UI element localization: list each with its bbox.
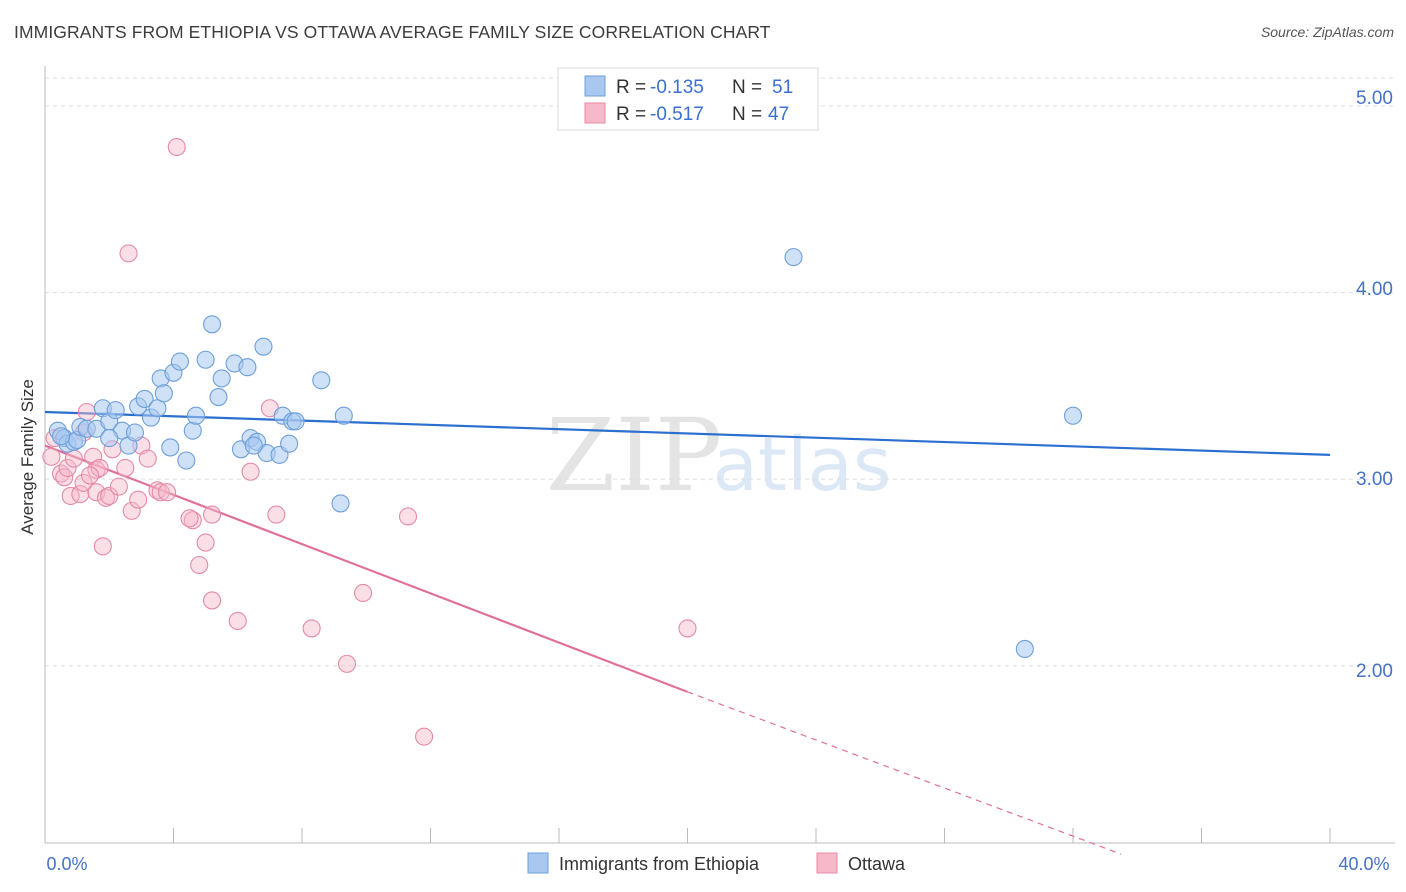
bottom-legend-label-ottawa: Ottawa bbox=[848, 854, 906, 874]
trend-line-ethiopia bbox=[44, 410, 1331, 457]
bottom-legend-swatch-ethiopia bbox=[527, 852, 549, 874]
series-legend: Immigrants from Ethiopia Ottawa bbox=[527, 852, 906, 874]
y-tick-label-3: 3.00 bbox=[1356, 469, 1393, 490]
data-point-ottawa bbox=[203, 505, 222, 524]
legend-r-value-2: -0.517 bbox=[650, 104, 704, 125]
legend-r-value-1: -0.135 bbox=[650, 77, 704, 98]
data-point-ethiopia bbox=[209, 388, 228, 407]
data-point-ethiopia bbox=[244, 436, 263, 455]
data-point-ethiopia bbox=[148, 399, 167, 418]
data-point-ottawa bbox=[203, 591, 222, 610]
data-point-ethiopia bbox=[161, 438, 180, 457]
data-point-ethiopia bbox=[286, 412, 305, 431]
data-point-ottawa bbox=[678, 619, 697, 638]
data-point-ethiopia bbox=[196, 350, 215, 369]
data-point-ottawa bbox=[74, 473, 93, 492]
data-point-ottawa bbox=[158, 483, 177, 502]
legend-n-label-2: N = bbox=[732, 104, 762, 125]
data-point-ottawa bbox=[398, 507, 418, 526]
data-point-ottawa bbox=[90, 458, 109, 478]
data-point-ottawa bbox=[122, 501, 141, 520]
data-point-ottawa bbox=[337, 654, 357, 673]
data-point-ethiopia bbox=[106, 401, 125, 420]
data-point-ethiopia bbox=[238, 358, 257, 377]
x-tick-label-start: 0.0% bbox=[46, 854, 87, 874]
data-point-ethiopia bbox=[212, 369, 231, 388]
data-point-ottawa bbox=[183, 511, 202, 530]
data-point-ethiopia bbox=[183, 421, 202, 440]
data-point-ethiopia bbox=[254, 337, 273, 356]
data-point-ethiopia bbox=[100, 429, 119, 448]
y-tick-label-5: 5.00 bbox=[1356, 88, 1393, 109]
x-tick-label-end: 40.0% bbox=[1338, 854, 1389, 874]
data-point-ethiopia bbox=[1063, 406, 1083, 425]
legend-n-label-1: N = bbox=[732, 77, 762, 98]
source-credit: Source: ZipAtlas.com bbox=[1260, 24, 1394, 40]
chart-title: IMMIGRANTS FROM ETHIOPIA VS OTTAWA AVERA… bbox=[14, 22, 771, 42]
data-point-ethiopia bbox=[280, 434, 299, 453]
data-point-ethiopia bbox=[125, 423, 144, 442]
legend-swatch-ethiopia bbox=[584, 75, 606, 97]
y-tick-label-4: 4.00 bbox=[1356, 279, 1393, 300]
data-point-ethiopia bbox=[52, 427, 71, 446]
data-point-ethiopia bbox=[186, 406, 206, 425]
data-point-ottawa bbox=[353, 583, 373, 603]
data-point-ottawa bbox=[71, 485, 90, 504]
data-point-ottawa bbox=[100, 486, 119, 506]
data-point-ottawa bbox=[93, 537, 112, 556]
legend-n-value-2: 47 bbox=[768, 104, 789, 125]
data-points bbox=[42, 137, 1083, 746]
data-point-ethiopia bbox=[331, 494, 350, 513]
data-point-ottawa bbox=[151, 483, 170, 502]
data-point-ethiopia bbox=[154, 384, 173, 403]
data-point-ottawa bbox=[415, 727, 434, 746]
bottom-legend-swatch-ottawa bbox=[816, 852, 838, 874]
data-point-ottawa bbox=[267, 505, 286, 524]
bottom-legend-label-ethiopia: Immigrants from Ethiopia bbox=[559, 854, 760, 874]
data-point-ottawa bbox=[228, 611, 247, 631]
data-point-ethiopia bbox=[1015, 639, 1034, 659]
data-point-ottawa bbox=[196, 533, 215, 552]
data-point-ethiopia bbox=[177, 451, 196, 470]
data-point-ethiopia bbox=[312, 371, 331, 390]
data-point-ethiopia bbox=[334, 406, 353, 425]
data-point-ottawa bbox=[116, 458, 135, 478]
data-point-ethiopia bbox=[203, 315, 222, 334]
data-point-ottawa bbox=[129, 490, 148, 509]
y-axis-label: Average Family Size bbox=[18, 379, 37, 535]
data-point-ottawa bbox=[167, 137, 186, 157]
data-point-ottawa bbox=[138, 449, 157, 468]
watermark-zip: ZIP bbox=[546, 397, 722, 514]
correlation-legend: R = -0.135 N = 51 R = -0.517 N = 47 bbox=[557, 67, 819, 131]
data-point-ethiopia bbox=[784, 248, 803, 267]
data-point-ottawa bbox=[190, 555, 209, 575]
trend-line-ottawa bbox=[44, 444, 688, 693]
data-point-ottawa bbox=[119, 244, 138, 263]
data-point-ottawa bbox=[109, 477, 128, 496]
data-point-ottawa bbox=[58, 458, 77, 478]
legend-n-value-1: 51 bbox=[772, 77, 793, 98]
legend-r-label-1: R = bbox=[616, 77, 646, 98]
data-point-ottawa bbox=[80, 466, 100, 485]
data-point-ethiopia bbox=[170, 352, 189, 371]
trend-line-ottawa-extrapolated bbox=[687, 691, 1122, 855]
data-point-ethiopia bbox=[135, 389, 154, 408]
data-point-ottawa bbox=[96, 488, 116, 507]
data-point-ottawa bbox=[241, 462, 260, 481]
data-point-ottawa bbox=[302, 619, 321, 638]
data-point-ottawa bbox=[180, 509, 199, 528]
data-point-ottawa bbox=[42, 447, 61, 466]
trend-lines bbox=[44, 410, 1331, 855]
axes bbox=[44, 66, 1395, 844]
y-tick-label-2: 2.00 bbox=[1356, 661, 1393, 682]
legend-swatch-ottawa bbox=[584, 102, 606, 124]
legend-r-label-2: R = bbox=[616, 104, 646, 125]
